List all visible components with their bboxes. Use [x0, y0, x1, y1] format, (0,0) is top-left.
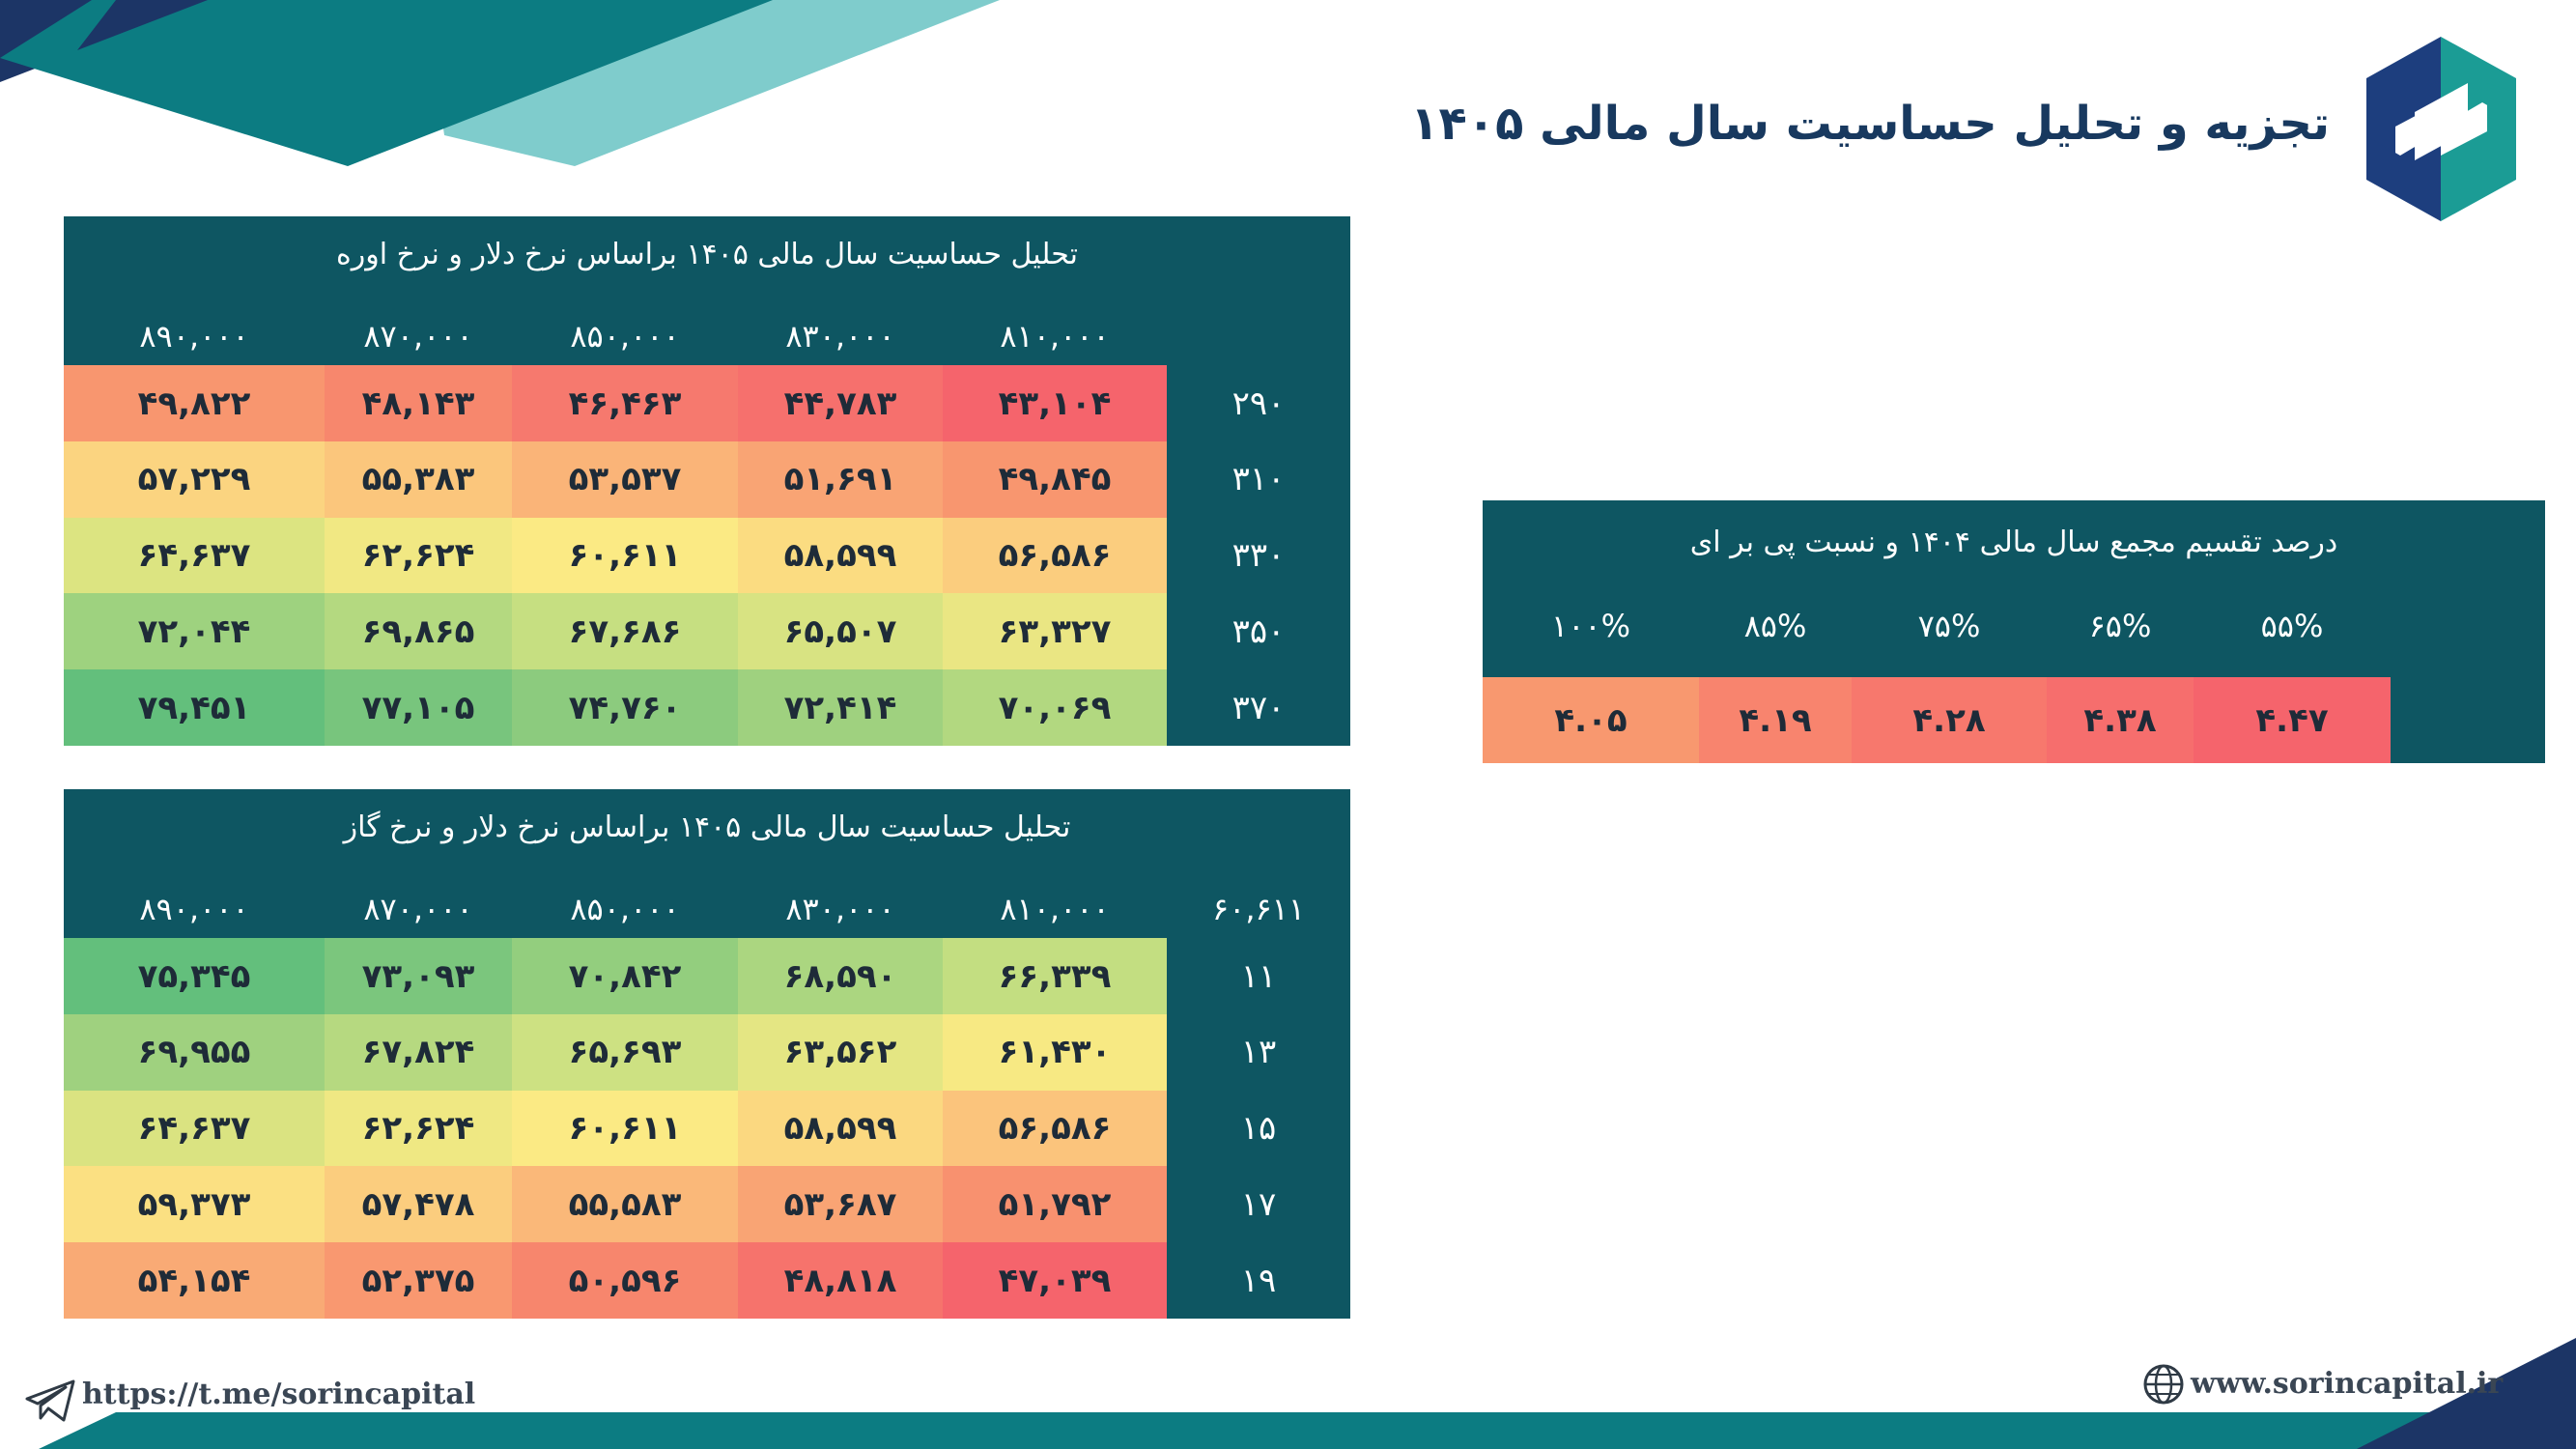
table-corner	[1167, 307, 1350, 365]
globe-icon	[2143, 1364, 2184, 1405]
heatmap-cell: ۵۷,۴۷۸	[325, 1166, 512, 1243]
heatmap-cell: ۷۳,۰۹۳	[325, 938, 512, 1014]
heatmap-cell: ۶۰,۶۱۱	[512, 517, 738, 594]
row-header: ۱۷	[1240, 1184, 1277, 1224]
heatmap-cell: ۵۸,۵۹۹	[738, 517, 943, 594]
heatmap-cell: ۴۳,۱۰۴	[943, 365, 1167, 441]
sorin-capital-logo	[2366, 37, 2516, 221]
column-header: ۸۹۰,۰۰۰	[139, 891, 249, 927]
heatmap-cell: ۶۶,۳۳۹	[943, 938, 1167, 1014]
column-header: ۱۰۰%	[1551, 608, 1630, 644]
heatmap-cell: ۵۳,۵۳۷	[512, 440, 738, 518]
heatmap-cell: ۶۲,۶۲۴	[325, 1090, 512, 1167]
row-header: ۱۳	[1240, 1033, 1277, 1072]
heatmap-cell: ۶۱,۴۳۰	[943, 1013, 1167, 1091]
table-title: تحلیل حساسیت سال مالی ۱۴۰۵ براساس نرخ دل…	[336, 238, 1078, 271]
heatmap-cell: ۴۷,۰۳۹	[943, 1242, 1167, 1320]
heatmap-cell: ۵۴,۱۵۴	[64, 1242, 325, 1320]
heatmap-cell: ۴۹,۸۲۲	[64, 365, 325, 441]
column-header: ۸۳۰,۰۰۰	[785, 318, 895, 355]
heatmap-cell: ۷۰,۰۶۹	[943, 669, 1167, 747]
heatmap-cell: ۶۹,۸۶۵	[325, 593, 512, 670]
heatmap-cell: ۴۸,۱۴۳	[325, 365, 512, 441]
row-header: ۳۷۰	[1231, 688, 1286, 727]
sensitivity-table-gas: تحلیل حساسیت سال مالی ۱۴۰۵ براساس نرخ دل…	[64, 789, 1350, 1320]
heatmap-cell: ۴.۳۸	[2047, 677, 2194, 763]
heatmap-cell: ۷۲,۴۱۴	[738, 669, 943, 747]
row-header: ۳۱۰	[1231, 460, 1286, 499]
heatmap-cell: ۶۵,۶۹۳	[512, 1013, 738, 1091]
row-header: ۳۵۰	[1231, 611, 1286, 651]
heatmap-cell: ۷۵,۳۴۵	[64, 938, 325, 1014]
heatmap-cell: ۴۹,۸۴۵	[943, 440, 1167, 518]
heatmap-cell: ۶۴,۶۳۷	[64, 1090, 325, 1167]
heatmap-cell: ۴.۲۸	[1852, 677, 2047, 763]
heatmap-cell: ۴۴,۷۸۳	[738, 365, 943, 441]
heatmap-cell: ۵۵,۳۸۳	[325, 440, 512, 518]
row-header: ۱۱	[1240, 956, 1277, 996]
heatmap-cell: ۶۲,۶۲۴	[325, 517, 512, 594]
heatmap-cell: ۶۹,۹۵۵	[64, 1013, 325, 1091]
column-header: ۵۵%	[2260, 608, 2324, 644]
row-header: ۱۹	[1240, 1261, 1277, 1300]
column-header: ۷۵%	[1917, 608, 1981, 644]
column-header: ۸۹۰,۰۰۰	[139, 318, 249, 355]
heatmap-cell: ۶۸,۵۹۰	[738, 938, 943, 1014]
heatmap-cell: ۵۹,۳۷۳	[64, 1166, 325, 1243]
heatmap-cell: ۵۲,۳۷۵	[325, 1242, 512, 1320]
column-header: ۸۱۰,۰۰۰	[1000, 318, 1110, 355]
heatmap-cell: ۴.۱۹	[1699, 677, 1852, 763]
heatmap-cell: ۶۷,۶۸۶	[512, 593, 738, 670]
heatmap-cell: ۵۷,۲۲۹	[64, 440, 325, 518]
table-title: تحلیل حساسیت سال مالی ۱۴۰۵ براساس نرخ دل…	[343, 810, 1071, 844]
heatmap-cell: ۷۹,۴۵۱	[64, 669, 325, 747]
heatmap-cell: ۵۰,۵۹۶	[512, 1242, 738, 1320]
heatmap-cell: ۵۱,۷۹۲	[943, 1166, 1167, 1243]
heatmap-cell: ۴۶,۴۶۳	[512, 365, 738, 441]
heatmap-cell: ۵۶,۵۸۶	[943, 517, 1167, 594]
telegram-link[interactable]: https://t.me/sorincapital	[82, 1378, 476, 1411]
heatmap-cell: ۶۰,۶۱۱	[512, 1090, 738, 1167]
column-header: ۸۵%	[1743, 608, 1807, 644]
heatmap-cell: ۵۸,۵۹۹	[738, 1090, 943, 1167]
column-header: ۸۵۰,۰۰۰	[570, 318, 680, 355]
column-header: ۸۱۰,۰۰۰	[1000, 891, 1110, 927]
row-header: ۲۹۰	[1231, 384, 1286, 423]
row-header: ۱۵	[1240, 1109, 1277, 1149]
heatmap-cell: ۶۳,۵۶۲	[738, 1013, 943, 1091]
dividend-pe-table: درصد تقسیم مجمع سال مالی ۱۴۰۴ و نسبت پی …	[1483, 500, 2545, 763]
heatmap-cell: ۵۳,۶۸۷	[738, 1166, 943, 1243]
column-header: ۸۷۰,۰۰۰	[363, 318, 473, 355]
table-corner: ۶۰,۶۱۱	[1211, 891, 1306, 927]
column-header: ۸۷۰,۰۰۰	[363, 891, 473, 927]
heatmap-cell: ۷۲,۰۴۴	[64, 593, 325, 670]
heatmap-cell: ۵۱,۶۹۱	[738, 440, 943, 518]
heatmap-cell: ۷۴,۷۶۰	[512, 669, 738, 747]
column-header: ۸۵۰,۰۰۰	[570, 891, 680, 927]
sensitivity-table-urea: تحلیل حساسیت سال مالی ۱۴۰۵ براساس نرخ دل…	[64, 216, 1350, 747]
heatmap-cell: ۷۰,۸۴۲	[512, 938, 738, 1014]
heatmap-cell: ۵۵,۵۸۳	[512, 1166, 738, 1243]
heatmap-cell: ۶۷,۸۲۴	[325, 1013, 512, 1091]
heatmap-cell: ۶۴,۶۳۷	[64, 517, 325, 594]
telegram-icon	[25, 1379, 75, 1422]
row-header: ۳۳۰	[1231, 536, 1286, 576]
table-title: درصد تقسیم مجمع سال مالی ۱۴۰۴ و نسبت پی …	[1689, 526, 2338, 559]
heatmap-cell: ۴.۴۷	[2194, 677, 2391, 763]
page-title: تجزیه و تحلیل حساسیت سال مالی ۱۴۰۵	[1410, 97, 2330, 151]
heatmap-cell: ۶۵,۵۰۷	[738, 593, 943, 670]
heatmap-cell: ۴.۰۵	[1483, 677, 1699, 763]
heatmap-cell: ۴۸,۸۱۸	[738, 1242, 943, 1320]
column-header: ۸۳۰,۰۰۰	[785, 891, 895, 927]
heatmap-cell: ۵۶,۵۸۶	[943, 1090, 1167, 1167]
heatmap-cell: ۶۳,۳۲۷	[943, 593, 1167, 670]
heatmap-cell: ۷۷,۱۰۵	[325, 669, 512, 747]
column-header: ۶۵%	[2088, 608, 2152, 644]
website-link[interactable]: www.sorincapital.ir	[2191, 1367, 2504, 1401]
